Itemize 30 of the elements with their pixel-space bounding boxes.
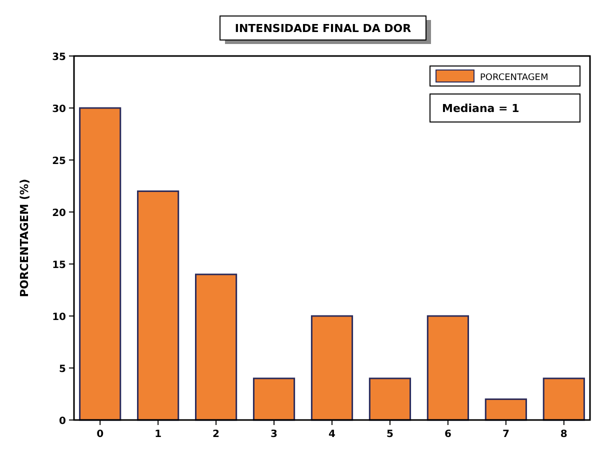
bar — [426, 315, 469, 421]
bar — [79, 107, 122, 421]
x-tick-label: 7 — [502, 429, 510, 440]
y-tick-label: 15 — [52, 260, 66, 271]
legend-label: PORCENTAGEM — [480, 73, 548, 83]
y-tick-label: 0 — [59, 416, 66, 427]
y-tick-label: 25 — [52, 156, 66, 167]
x-tick-label: 6 — [444, 429, 452, 440]
y-tick-label: 30 — [52, 104, 66, 115]
x-tick-label: 3 — [270, 429, 278, 440]
bar — [310, 315, 354, 421]
y-axis-title: PORCENTAGEM (%) — [18, 178, 31, 298]
bar — [252, 378, 296, 421]
bar — [137, 190, 180, 421]
bar — [368, 378, 412, 421]
bar — [195, 274, 238, 421]
y-tick-label: 10 — [52, 312, 66, 323]
bar — [542, 378, 585, 421]
bar — [484, 398, 527, 421]
y-tick-label: 5 — [59, 364, 66, 375]
y-tick-label: 20 — [52, 208, 66, 219]
x-tick-label: 8 — [560, 429, 568, 440]
x-tick-label: 5 — [386, 429, 394, 440]
chart-title: INTENSIDADE FINAL DA DOR — [234, 22, 412, 35]
x-tick-label: 0 — [96, 429, 104, 440]
annotation: Mediana = 1 — [442, 102, 520, 115]
x-tick-label: 2 — [212, 429, 220, 440]
x-tick-label: 1 — [154, 429, 162, 440]
x-tick-label: 4 — [328, 429, 336, 440]
y-tick-label: 35 — [52, 52, 66, 63]
